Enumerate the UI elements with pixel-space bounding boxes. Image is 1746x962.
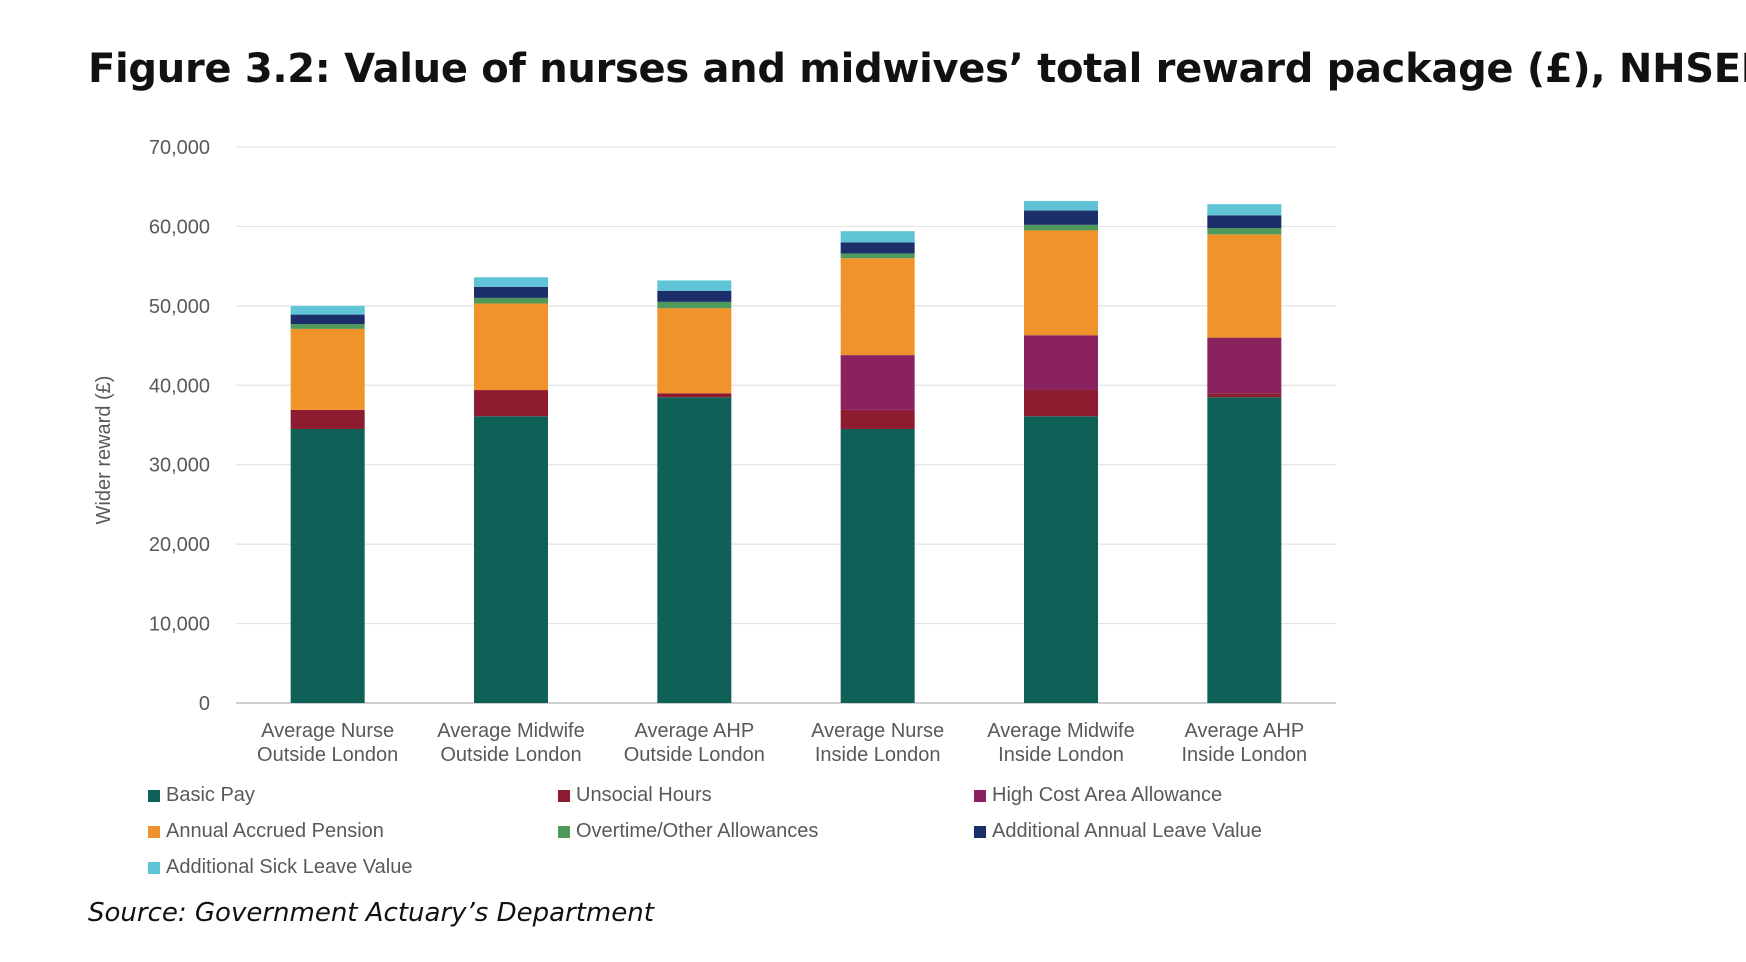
bar-segment xyxy=(1207,393,1282,398)
y-tick-label: 40,000 xyxy=(149,375,210,397)
bar-segment xyxy=(290,409,365,429)
x-tick-label: Outside London xyxy=(440,744,581,766)
y-axis-ticks: 0 10,000 20,000 30,000 40,000 50,000 60,000 70,… xyxy=(149,137,210,715)
y-tick-label: 0 xyxy=(199,693,210,715)
bar-segment xyxy=(1024,335,1098,391)
x-tick-label: Average Nurse xyxy=(261,720,394,742)
legend-swatch xyxy=(974,825,986,838)
legend-swatch xyxy=(558,825,570,838)
legend-label: Additional Sick Leave Value xyxy=(166,856,413,878)
bar-segment xyxy=(840,242,915,254)
legend-item: Unsocial Hours xyxy=(558,784,712,807)
bar-segment xyxy=(290,314,365,325)
legend-swatch xyxy=(148,825,160,838)
figure-title: Figure 3.2: Value of nurses and midwives… xyxy=(88,46,1746,92)
x-tick-label: Inside London xyxy=(1181,744,1307,766)
bar-segment xyxy=(474,286,548,298)
bar-segment xyxy=(474,277,548,287)
bar-segment xyxy=(840,231,915,243)
bar-segment xyxy=(840,253,915,259)
legend-item: Annual Accrued Pension xyxy=(148,820,384,843)
x-tick-label: Outside London xyxy=(624,744,765,766)
bar-segment xyxy=(474,297,548,304)
bar-segment xyxy=(290,428,365,703)
bar-segment xyxy=(657,308,732,394)
bar-segment xyxy=(840,355,915,410)
bar-segment xyxy=(1207,204,1282,216)
bar-segment xyxy=(1207,337,1282,394)
legend-swatch xyxy=(974,789,986,802)
legend-swatch xyxy=(148,861,160,874)
bar-segment xyxy=(657,280,732,291)
bar-segment xyxy=(1207,397,1282,703)
y-tick-label: 70,000 xyxy=(149,137,210,159)
bar-segment xyxy=(474,416,548,703)
x-tick-label: Average Nurse xyxy=(811,720,944,742)
legend-label: Overtime/Other Allowances xyxy=(576,820,819,842)
bar-segment xyxy=(474,303,548,391)
figure-source: Source: Government Actuary’s Department xyxy=(88,898,654,928)
bar-segment xyxy=(657,397,732,703)
y-tick-label: 10,000 xyxy=(149,614,210,636)
y-tick-label: 60,000 xyxy=(149,216,210,238)
bar-segment xyxy=(1024,416,1098,703)
bar-segment xyxy=(1024,224,1098,231)
bar-segment xyxy=(840,258,915,356)
gridlines xyxy=(236,146,1336,704)
legend-label: Annual Accrued Pension xyxy=(166,820,384,842)
bar-segment xyxy=(1207,228,1282,235)
legend-item: Additional Sick Leave Value xyxy=(148,856,412,879)
x-tick-label: Outside London xyxy=(257,744,398,766)
bar-segment xyxy=(474,390,548,417)
bar-segment xyxy=(840,428,915,703)
x-tick-label: Inside London xyxy=(815,744,941,766)
legend-item: High Cost Area Allowance xyxy=(974,784,1222,807)
legend-item: Basic Pay xyxy=(148,784,255,807)
y-axis-label: Wider reward (£) xyxy=(93,376,115,525)
bar-segment xyxy=(1024,210,1098,225)
y-tick-label: 50,000 xyxy=(149,296,210,318)
x-tick-label: Average AHP xyxy=(1184,720,1304,742)
legend-swatch xyxy=(558,789,570,802)
bar-segment xyxy=(290,328,365,410)
bar-segment xyxy=(657,393,732,398)
bar-segment xyxy=(1024,390,1098,417)
x-tick-label: Average Midwife xyxy=(987,720,1134,742)
legend-label: Basic Pay xyxy=(166,784,255,806)
bar-segment xyxy=(1207,234,1282,338)
legend-label: High Cost Area Allowance xyxy=(992,784,1223,806)
bar-segment xyxy=(1024,230,1098,336)
x-tick-label: Average Midwife xyxy=(437,720,584,742)
bar-segment xyxy=(657,290,732,302)
bar-segment xyxy=(290,324,365,329)
bar-segment xyxy=(290,305,365,315)
x-tick-label: Inside London xyxy=(998,744,1124,766)
y-tick-label: 20,000 xyxy=(149,534,210,556)
legend-item: Overtime/Other Allowances xyxy=(558,820,818,843)
legend-label: Unsocial Hours xyxy=(576,784,712,806)
bar-segment xyxy=(840,409,915,429)
legend-swatch xyxy=(148,789,160,802)
legend-label: Additional Annual Leave Value xyxy=(992,820,1262,842)
bar-segment xyxy=(657,301,732,309)
legend-item: Additional Annual Leave Value xyxy=(974,820,1262,843)
bar-segment xyxy=(1207,215,1282,229)
bars xyxy=(290,201,1282,703)
bar-segment xyxy=(1024,201,1098,211)
stacked-bar-chart: 0 10,000 20,000 30,000 40,000 50,000 60,000 70,… xyxy=(93,137,1336,766)
y-tick-label: 30,000 xyxy=(149,455,210,477)
x-tick-label: Average AHP xyxy=(634,720,754,742)
